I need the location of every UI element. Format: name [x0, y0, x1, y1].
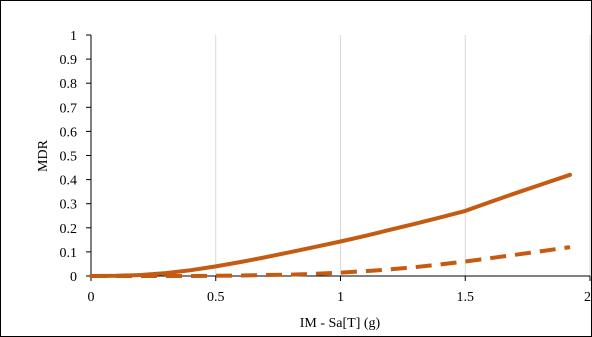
- y-tick-label: 0: [70, 270, 77, 285]
- solid-series-line: [89, 172, 572, 278]
- x-tick-labels: 0 0.5 1 1.5 2: [88, 290, 592, 305]
- y-tick-labels: 0 0.1 0.2 0.3 0.4 0.5 0.6 0.7 0.8 0.9 1: [60, 29, 78, 285]
- y-axis-label: MDR: [36, 139, 51, 172]
- x-tick-label: 0.5: [207, 290, 225, 305]
- y-tick-label: 0.3: [60, 198, 78, 213]
- y-tick-label: 0.1: [60, 246, 78, 261]
- y-tick-label: 0.7: [60, 101, 78, 116]
- x-axis-label: IM - Sa[T] (g): [300, 316, 381, 331]
- axes: [86, 34, 591, 281]
- x-tick-label: 2: [584, 290, 591, 305]
- y-tick-label: 0.2: [60, 222, 78, 237]
- y-tick-label: 0.6: [60, 125, 78, 140]
- x-tick-label: 0: [88, 290, 95, 305]
- series-lines: [89, 172, 572, 278]
- x-tick-label: 1: [337, 290, 344, 305]
- y-tick-label: 1: [70, 29, 77, 44]
- y-tick-label: 0.9: [60, 53, 78, 68]
- x-tick-label: 1.5: [457, 290, 475, 305]
- y-tick-label: 0.8: [60, 77, 78, 92]
- dashed-series-line: [91, 245, 571, 278]
- y-tick-label: 0.5: [60, 150, 78, 165]
- gridlines: [215, 35, 591, 276]
- y-tick-label: 0.4: [60, 174, 78, 189]
